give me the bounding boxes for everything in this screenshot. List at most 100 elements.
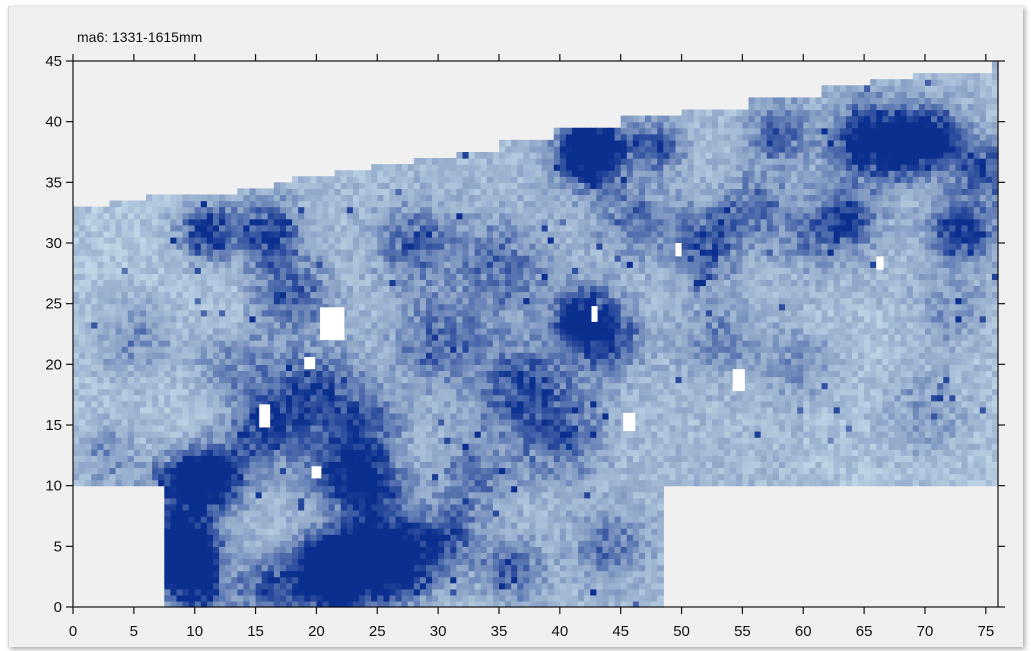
- heat-cell: [395, 388, 403, 396]
- heat-cell: [498, 170, 506, 177]
- heat-cell: [292, 230, 299, 238]
- heat-cell: [492, 176, 500, 183]
- heat-cell: [170, 267, 178, 274]
- heat-cell: [273, 224, 281, 232]
- heat-cell: [492, 370, 500, 378]
- heat-cell: [231, 588, 238, 596]
- heat-cell: [225, 516, 232, 523]
- heat-cell: [468, 570, 476, 578]
- heat-cell: [401, 552, 409, 560]
- heat-cell: [505, 279, 512, 287]
- heat-cell: [377, 376, 384, 384]
- heat-cell: [237, 188, 244, 196]
- heat-cell: [511, 437, 518, 444]
- heat-cell: [109, 279, 117, 287]
- heat-cell: [371, 315, 378, 323]
- heat-cell: [310, 558, 318, 566]
- heat-cell: [505, 503, 512, 511]
- heat-cell: [255, 370, 263, 378]
- heat-cell: [310, 570, 318, 578]
- heat-cell: [285, 540, 293, 547]
- heat-cell: [225, 576, 232, 584]
- heat-cell: [450, 528, 457, 535]
- heat-cell: [395, 406, 403, 414]
- heat-cell: [383, 285, 391, 293]
- heat-cell: [322, 479, 330, 487]
- heat-cell: [365, 400, 372, 408]
- heat-cell: [438, 340, 445, 347]
- heat-cell: [237, 546, 244, 553]
- heat-cell: [498, 243, 506, 250]
- heat-cell: [474, 236, 482, 244]
- heat-cell: [492, 334, 500, 341]
- heat-cell: [492, 285, 500, 293]
- heat-cell: [377, 594, 384, 602]
- heat-cell: [346, 497, 354, 505]
- heat-cell: [474, 443, 482, 450]
- heat-cell: [170, 455, 178, 462]
- heat-cell: [419, 218, 427, 226]
- heat-cell: [103, 249, 111, 256]
- heat-cell: [413, 334, 421, 341]
- heat-cell: [85, 321, 92, 329]
- heat-cell: [425, 570, 433, 578]
- heat-cell: [389, 327, 397, 335]
- heat-cell: [298, 418, 305, 426]
- heat-cell: [255, 218, 263, 226]
- heat-cell: [352, 558, 360, 566]
- heat-cell: [164, 588, 171, 596]
- heat-cell: [176, 297, 184, 305]
- heat-cell: [267, 236, 275, 244]
- heat-cell: [127, 352, 135, 359]
- heat-cell: [292, 461, 299, 469]
- heat-cell: [517, 503, 524, 511]
- heat-cell: [97, 303, 105, 311]
- heat-cell: [340, 564, 348, 572]
- heat-cell: [310, 522, 318, 529]
- heat-cell: [292, 552, 299, 560]
- heat-cell: [328, 473, 336, 481]
- heat-cell: [425, 358, 433, 365]
- heat-cell: [261, 570, 269, 578]
- heat-cell: [383, 170, 391, 177]
- heat-cell: [115, 358, 123, 365]
- heat-cell: [523, 255, 531, 262]
- heat-cell: [115, 473, 123, 481]
- heat-cell: [462, 522, 470, 529]
- heat-cell: [438, 206, 445, 214]
- heat-cell: [219, 528, 226, 535]
- heat-cell: [285, 243, 293, 250]
- heat-cell: [298, 182, 305, 189]
- heat-cell: [255, 600, 263, 608]
- heat-cell: [182, 412, 190, 420]
- heat-cell: [365, 303, 372, 311]
- heat-cell: [298, 528, 305, 535]
- heat-cell: [237, 570, 244, 578]
- heat-cell: [164, 594, 171, 602]
- heat-cell: [340, 176, 348, 183]
- heat-cell: [377, 224, 384, 232]
- heat-cell: [401, 334, 409, 341]
- heat-cell: [456, 558, 464, 566]
- heat-cell: [498, 364, 506, 371]
- heat-cell: [200, 406, 208, 414]
- heat-cell: [225, 443, 232, 450]
- heat-cell: [456, 479, 464, 487]
- heat-cell: [480, 267, 488, 274]
- heat-cell: [298, 261, 305, 268]
- heat-cell: [212, 352, 220, 359]
- heat-cell: [359, 540, 366, 547]
- heat-cell: [365, 522, 372, 529]
- heat-cell: [292, 340, 299, 347]
- heat-cell: [212, 388, 220, 396]
- heat-cell: [188, 467, 196, 475]
- heat-cell: [152, 315, 159, 323]
- heat-cell: [176, 388, 184, 396]
- heat-cell: [225, 497, 232, 505]
- heat-cell: [505, 443, 512, 450]
- heat-cell: [109, 418, 117, 426]
- heat-cell: [310, 188, 318, 196]
- heat-cell: [243, 418, 251, 426]
- heat-cell: [462, 461, 470, 469]
- heat-cell: [359, 406, 366, 414]
